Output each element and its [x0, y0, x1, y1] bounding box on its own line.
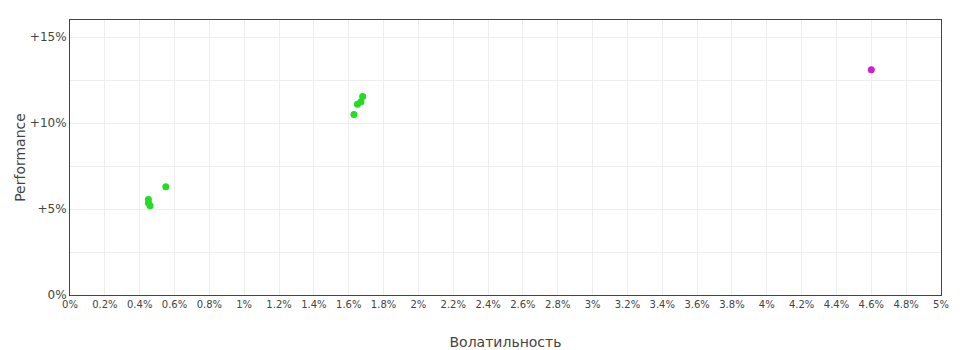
svg-text:3.8%: 3.8% — [719, 299, 744, 310]
svg-text:4.6%: 4.6% — [859, 299, 884, 310]
svg-text:2.4%: 2.4% — [475, 299, 500, 310]
svg-text:0.4%: 0.4% — [127, 299, 152, 310]
svg-text:0%: 0% — [62, 299, 78, 310]
svg-text:+15%: +15% — [30, 30, 67, 44]
svg-text:1%: 1% — [236, 299, 252, 310]
svg-text:2.2%: 2.2% — [441, 299, 466, 310]
svg-text:3.4%: 3.4% — [650, 299, 675, 310]
svg-text:0.8%: 0.8% — [197, 299, 222, 310]
svg-text:4.2%: 4.2% — [789, 299, 814, 310]
svg-text:Performance: Performance — [12, 113, 28, 202]
svg-text:0%: 0% — [48, 288, 67, 302]
svg-text:3%: 3% — [585, 299, 601, 310]
svg-text:1.6%: 1.6% — [336, 299, 361, 310]
svg-text:0.2%: 0.2% — [92, 299, 117, 310]
svg-text:1.8%: 1.8% — [371, 299, 396, 310]
svg-text:0.6%: 0.6% — [162, 299, 187, 310]
svg-text:+10%: +10% — [30, 116, 67, 130]
svg-text:4%: 4% — [759, 299, 775, 310]
svg-text:3.6%: 3.6% — [684, 299, 709, 310]
svg-text:+5%: +5% — [38, 202, 67, 216]
svg-text:Волатильность: Волатильность — [450, 334, 562, 350]
svg-text:1.4%: 1.4% — [301, 299, 326, 310]
svg-text:1.2%: 1.2% — [266, 299, 291, 310]
svg-text:2.8%: 2.8% — [545, 299, 570, 310]
svg-text:4.4%: 4.4% — [824, 299, 849, 310]
svg-text:2%: 2% — [410, 299, 426, 310]
svg-text:5%: 5% — [933, 299, 949, 310]
svg-text:3.2%: 3.2% — [615, 299, 640, 310]
svg-text:4.8%: 4.8% — [893, 299, 918, 310]
svg-text:2.6%: 2.6% — [510, 299, 535, 310]
